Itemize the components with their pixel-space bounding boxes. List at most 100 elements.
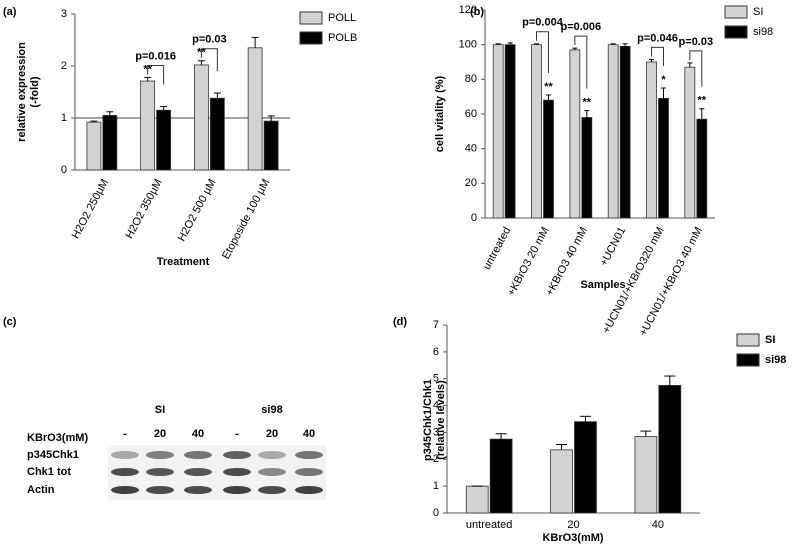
x-tick-label: untreated bbox=[481, 225, 513, 272]
blot-band bbox=[258, 486, 286, 494]
blot-row-label: p345Chk1 bbox=[27, 449, 79, 461]
blot-band bbox=[295, 451, 323, 459]
panel-label: (a) bbox=[3, 6, 17, 18]
blot-group: si98 bbox=[261, 404, 282, 416]
y-tick-label: 2 bbox=[61, 60, 67, 72]
bar bbox=[86, 121, 102, 171]
blot-lane-label: 40 bbox=[192, 428, 204, 440]
y-axis-title: relative expression bbox=[16, 42, 28, 142]
y-tick-label: 100 bbox=[459, 39, 477, 51]
y-tick-label: 3 bbox=[433, 426, 439, 438]
blot-band bbox=[258, 451, 286, 459]
x-tick-label: untreated bbox=[466, 519, 512, 531]
p-bracket bbox=[200, 48, 218, 72]
x-tick-label: 20 bbox=[567, 519, 579, 531]
bar bbox=[696, 118, 708, 219]
legend-swatch bbox=[299, 11, 323, 25]
y-tick-label: 80 bbox=[465, 73, 477, 85]
blot-lane-label: 20 bbox=[266, 428, 278, 440]
bar bbox=[531, 44, 542, 219]
bar bbox=[619, 46, 631, 219]
p-bracket bbox=[651, 46, 664, 66]
bar bbox=[646, 61, 657, 219]
blot-band bbox=[295, 486, 323, 494]
legend-swatch bbox=[724, 5, 748, 19]
p-value: p=0.006 bbox=[560, 21, 601, 33]
blot-lane-label: 40 bbox=[303, 428, 315, 440]
bar bbox=[634, 436, 658, 514]
y-tick-label: 1 bbox=[61, 112, 67, 124]
y-tick-label: 0 bbox=[471, 212, 477, 224]
p-value: p=0.004 bbox=[522, 17, 564, 29]
blot-band bbox=[184, 451, 212, 459]
blot-lane-label: - bbox=[123, 428, 127, 440]
significance-star: ** bbox=[544, 81, 553, 93]
bar bbox=[504, 44, 516, 219]
bar bbox=[543, 99, 554, 219]
blot-band bbox=[184, 486, 212, 494]
x-tick-label: H2O2 500 µM bbox=[176, 177, 219, 243]
bar bbox=[209, 97, 225, 171]
y-tick-label: 7 bbox=[433, 319, 439, 331]
panel-label: (c) bbox=[3, 316, 17, 328]
legend-label: POLB bbox=[328, 32, 357, 44]
blot-band bbox=[223, 486, 251, 494]
blot-band bbox=[223, 451, 251, 459]
blot-band bbox=[146, 451, 174, 459]
blot-band bbox=[146, 468, 174, 476]
panel-label: (b) bbox=[470, 6, 484, 18]
p-value: p=0.046 bbox=[637, 32, 678, 44]
blot-row-label: Chk1 tot bbox=[27, 466, 71, 478]
bar bbox=[658, 98, 669, 219]
y-tick-label: 0 bbox=[61, 164, 67, 176]
blot-band bbox=[111, 486, 139, 494]
legend-label: SI bbox=[765, 334, 775, 346]
blot-row-label: KBrO3(mM) bbox=[27, 432, 88, 444]
bar bbox=[102, 115, 118, 171]
legend-swatch bbox=[736, 353, 760, 367]
blot-background bbox=[108, 445, 326, 500]
x-axis-title: Treatment bbox=[157, 256, 210, 268]
bar bbox=[140, 80, 156, 171]
blot-band bbox=[111, 451, 139, 459]
legend-label: SI bbox=[753, 6, 763, 18]
p-value: p=0.016 bbox=[135, 50, 176, 62]
x-tick-label: +UCN01 bbox=[598, 225, 629, 268]
y-axis-title: p345Chk1/Chk1 bbox=[422, 379, 434, 461]
blot-lane-label: 20 bbox=[154, 428, 166, 440]
p-bracket bbox=[147, 64, 165, 85]
x-tick-label: +KBrO3 20 mM bbox=[505, 225, 551, 298]
bar bbox=[263, 120, 279, 171]
x-tick-label: Etoposide 100 µM bbox=[220, 177, 272, 261]
p-value: p=0.03 bbox=[679, 36, 714, 48]
bar bbox=[574, 421, 597, 514]
y-tick-label: 1 bbox=[433, 480, 439, 492]
blot-band bbox=[184, 468, 212, 476]
blot-band bbox=[295, 468, 323, 476]
blot-band bbox=[146, 486, 174, 494]
legend-swatch bbox=[724, 25, 748, 39]
significance-star: ** bbox=[698, 95, 707, 107]
y-tick-label: 2 bbox=[433, 453, 439, 465]
y-axis-title: (-fold) bbox=[29, 76, 41, 107]
p-bracket bbox=[574, 35, 588, 89]
blot-band bbox=[111, 468, 139, 476]
bar bbox=[581, 117, 593, 219]
y-tick-label: 60 bbox=[465, 108, 477, 120]
bar bbox=[569, 49, 581, 219]
bar bbox=[247, 47, 263, 171]
blot-lane-label: - bbox=[235, 428, 239, 440]
bar bbox=[465, 485, 489, 514]
y-axis-title: (relative levels) bbox=[435, 380, 447, 460]
bar bbox=[607, 44, 619, 219]
p-bracket bbox=[536, 31, 549, 73]
legend-label: si98 bbox=[765, 354, 786, 366]
y-tick-label: 0 bbox=[433, 507, 439, 519]
blot-band bbox=[223, 468, 251, 476]
legend-label: POLL bbox=[328, 12, 356, 24]
blot-group: SI bbox=[155, 404, 165, 416]
significance-star: * bbox=[661, 74, 666, 86]
bar bbox=[193, 64, 209, 171]
bar bbox=[550, 449, 573, 514]
